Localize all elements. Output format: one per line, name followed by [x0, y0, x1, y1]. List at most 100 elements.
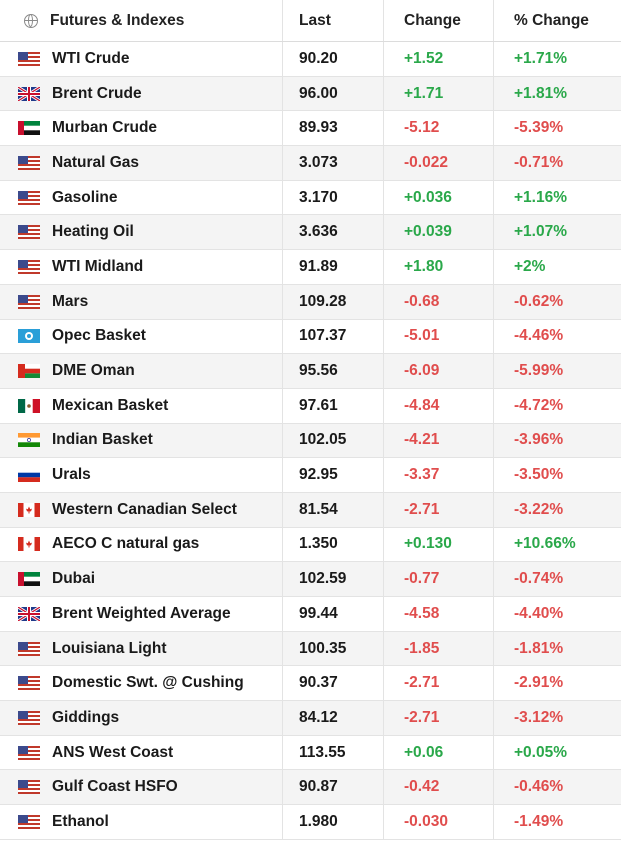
table-row[interactable]: Natural Gas 3.073 -0.022 -0.71% — [0, 146, 621, 181]
instrument-name[interactable]: Heating Oil — [52, 223, 134, 241]
table-row[interactable]: Gulf Coast HSFO 90.87 -0.42 -0.46% — [0, 770, 621, 806]
name-cell: Ethanol — [0, 805, 283, 839]
table-row[interactable]: Louisiana Light 100.35 -1.85 -1.81% — [0, 631, 621, 667]
instrument-name[interactable]: Ethanol — [52, 812, 109, 830]
change-value: +0.06 — [404, 743, 444, 761]
instrument-name[interactable]: AECO C natural gas — [52, 535, 200, 553]
last-cell: 3.073 — [283, 146, 384, 180]
uk-flag-icon — [17, 85, 41, 102]
instrument-name[interactable]: Domestic Swt. @ Cushing — [52, 674, 244, 692]
instrument-name[interactable]: Brent Crude — [52, 84, 142, 102]
table-row[interactable]: Ethanol 1.980 -0.030 -1.49% — [0, 805, 621, 840]
last-price: 1.980 — [299, 812, 338, 830]
opec-flag-icon — [18, 329, 40, 344]
table-row[interactable]: Dubai 102.59 -0.77 -0.74% — [0, 562, 621, 597]
instrument-name[interactable]: WTI Crude — [52, 49, 130, 67]
table-row[interactable]: Indian Basket 102.05 -4.21 -3.96% — [0, 423, 621, 459]
change-cell: +0.06 — [384, 735, 494, 770]
last-price: 91.89 — [299, 257, 338, 275]
pct-change-cell: -0.74% — [494, 562, 621, 596]
pct-change-cell: -5.99% — [494, 354, 621, 388]
last-cell: 107.37 — [283, 319, 384, 354]
instrument-name[interactable]: Urals — [52, 466, 91, 484]
oman-flag-icon — [18, 364, 40, 379]
us-flag-icon — [18, 676, 40, 691]
pct-change-value: -2.91% — [514, 674, 564, 692]
us-flag-icon — [18, 155, 40, 170]
last-cell: 91.89 — [283, 250, 384, 284]
table-row[interactable]: Western Canadian Select 81.54 -2.71 -3.22% — [0, 492, 621, 528]
instrument-name[interactable]: Mars — [52, 292, 89, 310]
name-cell: Giddings — [0, 701, 283, 735]
table-row[interactable]: Opec Basket 107.37 -5.01 -4.46% — [0, 319, 621, 355]
table-row[interactable]: Brent Crude 96.00 +1.71 +1.81% — [0, 76, 621, 112]
table-row[interactable]: Heating Oil 3.636 +0.039 +1.07% — [0, 215, 621, 251]
name-cell: Indian Basket — [0, 423, 283, 458]
header-name-label: Futures & Indexes — [50, 11, 185, 29]
instrument-name[interactable]: DME Oman — [52, 362, 135, 380]
canada-flag-icon — [18, 502, 40, 517]
pct-change-cell: -0.46% — [494, 770, 621, 804]
instrument-name[interactable]: Mexican Basket — [52, 396, 169, 414]
instrument-name[interactable]: Indian Basket — [52, 431, 153, 449]
table-row[interactable]: AECO C natural gas 1.350 +0.130 +10.66% — [0, 527, 621, 563]
header-change[interactable]: Change — [384, 0, 494, 41]
last-cell: 96.00 — [283, 76, 384, 111]
last-price: 102.05 — [299, 431, 347, 449]
pct-change-value: +10.66% — [514, 535, 576, 553]
last-price: 113.55 — [299, 743, 346, 761]
table-row[interactable]: Giddings 84.12 -2.71 -3.12% — [0, 701, 621, 736]
instrument-name[interactable]: Brent Weighted Average — [52, 604, 231, 622]
last-cell: 90.87 — [283, 770, 384, 805]
table-row[interactable]: Urals 92.95 -3.37 -3.50% — [0, 458, 621, 493]
pct-change-value: +1.71% — [514, 49, 568, 67]
table-row[interactable]: Mars 109.28 -0.68 -0.62% — [0, 284, 621, 320]
last-cell: 102.59 — [283, 562, 384, 596]
table-row[interactable]: Domestic Swt. @ Cushing 90.37 -2.71 -2.91% — [0, 666, 621, 702]
change-cell: +1.71 — [384, 76, 494, 111]
table-row[interactable]: Brent Weighted Average 99.44 -4.58 -4.40% — [0, 597, 621, 632]
last-price: 3.073 — [299, 153, 338, 171]
last-price: 90.87 — [299, 778, 338, 796]
header-last[interactable]: Last — [283, 0, 384, 41]
last-price: 109.28 — [299, 292, 347, 310]
name-cell: Western Canadian Select — [0, 492, 283, 527]
pct-change-cell: -1.49% — [494, 805, 621, 839]
instrument-name[interactable]: Natural Gas — [52, 153, 140, 171]
table-row[interactable]: Mexican Basket 97.61 -4.84 -4.72% — [0, 388, 621, 424]
instrument-name[interactable]: Opec Basket — [52, 327, 146, 345]
instrument-name[interactable]: Dubai — [52, 570, 96, 588]
change-value: -6.09 — [404, 362, 440, 380]
pct-change-value: -0.71% — [514, 153, 564, 171]
table-row[interactable]: WTI Crude 90.20 +1.52 +1.71% — [0, 42, 621, 77]
change-value: -0.68 — [404, 292, 440, 310]
us-flag-icon — [18, 780, 40, 795]
table-row[interactable]: Gasoline 3.170 +0.036 +1.16% — [0, 180, 621, 216]
table-row[interactable]: Murban Crude 89.93 -5.12 -5.39% — [0, 111, 621, 147]
pct-change-value: -3.22% — [514, 500, 564, 518]
change-cell: -0.030 — [384, 805, 494, 839]
instrument-name[interactable]: Gulf Coast HSFO — [52, 778, 178, 796]
instrument-name[interactable]: ANS West Coast — [52, 743, 174, 761]
instrument-name[interactable]: Murban Crude — [52, 119, 158, 137]
instrument-name[interactable]: Western Canadian Select — [52, 500, 237, 518]
instrument-name[interactable]: WTI Midland — [52, 257, 144, 275]
header-pct-change[interactable]: % Change — [514, 11, 589, 29]
instrument-name[interactable]: Giddings — [52, 708, 120, 726]
table-row[interactable]: ANS West Coast 113.55 +0.06 +0.05% — [0, 735, 621, 771]
instrument-name[interactable]: Louisiana Light — [52, 639, 167, 657]
table-row[interactable]: WTI Midland 91.89 +1.80 +2% — [0, 250, 621, 285]
name-cell: Brent Weighted Average — [0, 597, 283, 631]
change-value: +0.036 — [404, 188, 452, 206]
name-cell: Mars — [0, 284, 283, 319]
pct-change-cell: -5.39% — [494, 111, 621, 145]
pct-change-cell: -2.91% — [494, 666, 621, 700]
change-cell: -5.01 — [384, 319, 494, 354]
header-name-cell[interactable]: Futures & Indexes — [0, 0, 283, 41]
table-row[interactable]: DME Oman 95.56 -6.09 -5.99% — [0, 354, 621, 389]
instrument-name[interactable]: Gasoline — [52, 188, 118, 206]
change-value: +0.130 — [404, 535, 452, 553]
change-value: -0.022 — [404, 153, 448, 171]
pct-change-value: -4.46% — [514, 327, 564, 345]
